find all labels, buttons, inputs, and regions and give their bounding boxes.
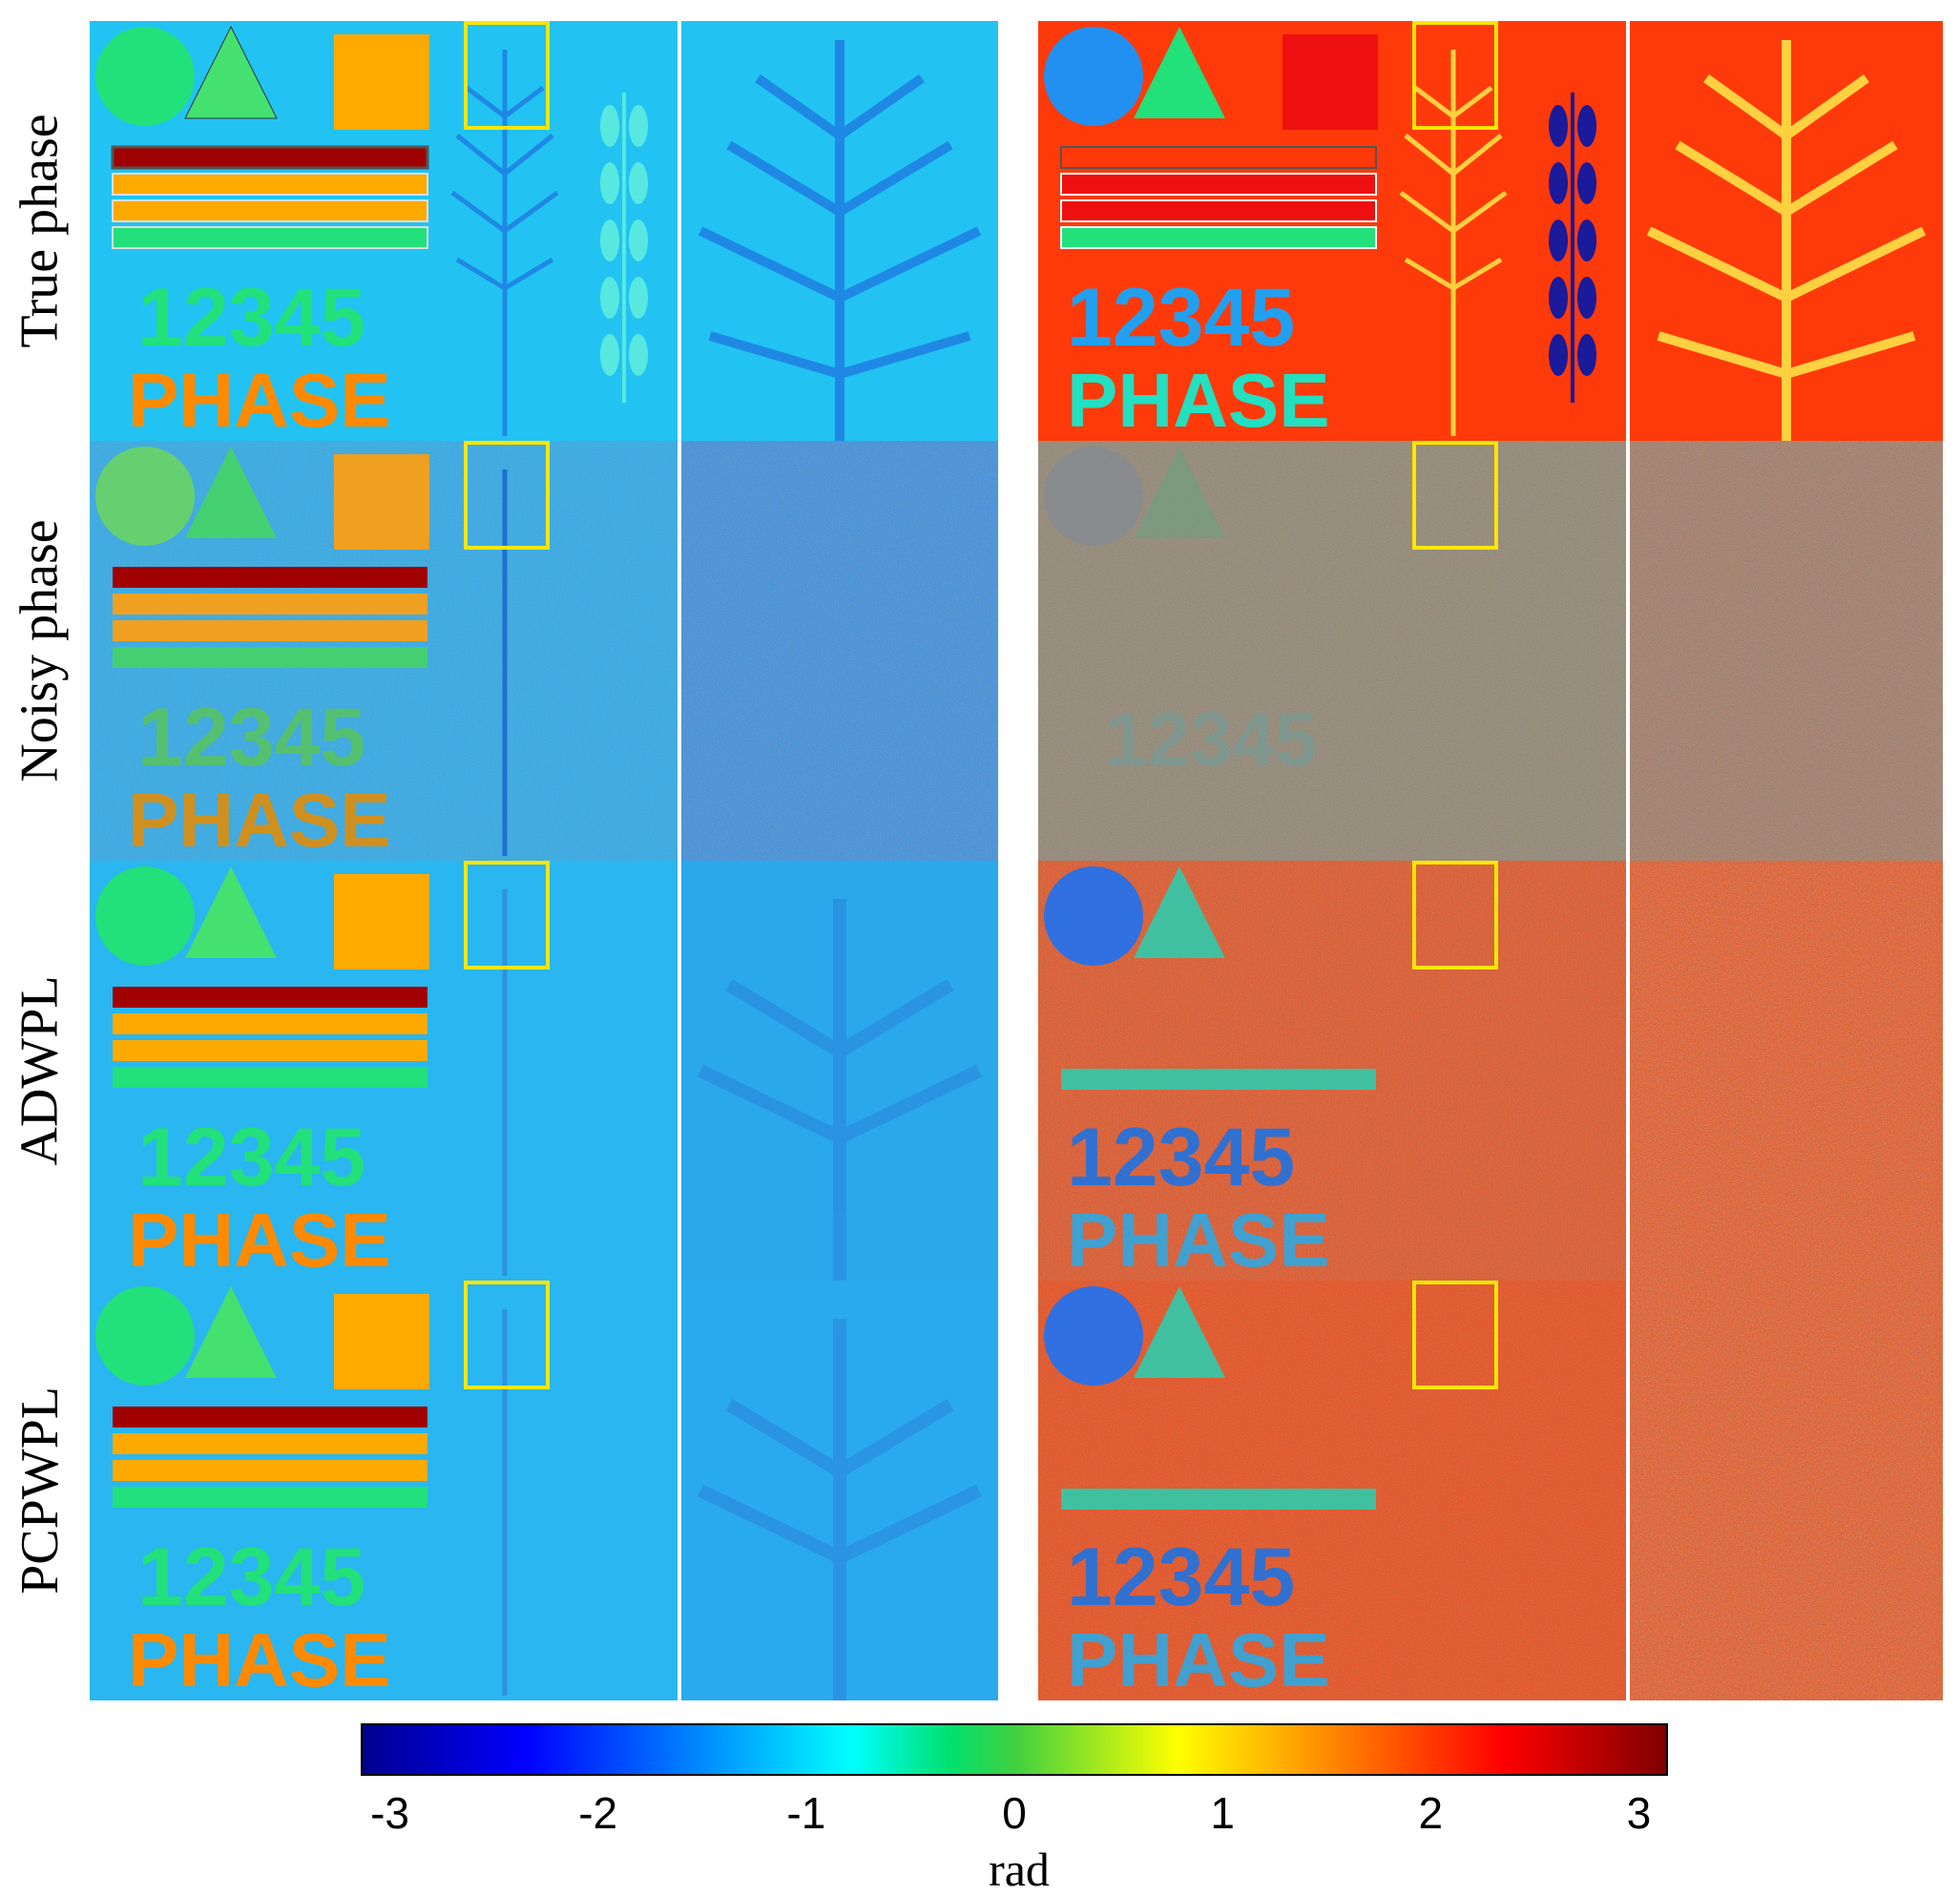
svg-text:12345: 12345 bbox=[137, 1532, 365, 1623]
colorbar-tick-neg3: -3 bbox=[370, 1788, 409, 1838]
row-label-noisy-phase: Noisy phase bbox=[10, 519, 71, 782]
noisy-phase-left-image: 12345 PHASE bbox=[90, 441, 678, 861]
colorbar-tick-1: 1 bbox=[1210, 1788, 1235, 1838]
svg-text:PHASE: PHASE bbox=[1067, 358, 1330, 441]
colorbar-tick-2: 2 bbox=[1418, 1788, 1444, 1838]
colorbar-tick-3: 3 bbox=[1626, 1788, 1652, 1838]
word-text: PHASE bbox=[128, 358, 391, 441]
pcpwpl-right-image: 12345 PHASE bbox=[1038, 1281, 1626, 1700]
true-phase-left-image: 12345 PHASE bbox=[90, 21, 678, 441]
pcpwpl-left-image: 12345 PHASE bbox=[90, 1281, 678, 1700]
row-label-pcpwpl: PCPWPL bbox=[10, 1386, 71, 1595]
adwpl-right-image: 12345 PHASE bbox=[1038, 861, 1626, 1281]
adwpl-left-image: 12345 PHASE bbox=[90, 861, 678, 1281]
true-phase-right-zoom bbox=[1630, 21, 1943, 441]
true-phase-right-image: 12345 PHASE bbox=[1038, 21, 1626, 441]
pcpwpl-right-zoom bbox=[1630, 1281, 1943, 1700]
pcpwpl-left-zoom bbox=[681, 1281, 998, 1700]
svg-text:PHASE: PHASE bbox=[128, 1198, 391, 1281]
tree-shape bbox=[450, 50, 559, 436]
colorbar-tick-neg2: -2 bbox=[578, 1788, 618, 1838]
svg-text:PHASE: PHASE bbox=[128, 1617, 391, 1700]
svg-text:PHASE: PHASE bbox=[1067, 1617, 1330, 1700]
colorbar-tick-neg1: -1 bbox=[786, 1788, 826, 1838]
noisy-phase-right-zoom bbox=[1630, 441, 1943, 861]
brick-pattern bbox=[111, 145, 429, 249]
svg-text:12345: 12345 bbox=[1105, 697, 1317, 782]
adwpl-right-zoom bbox=[1630, 861, 1943, 1281]
row-label-true-phase: True phase bbox=[10, 114, 70, 348]
digits-text: 12345 bbox=[137, 272, 365, 364]
colorbar-label: rad bbox=[989, 1843, 1050, 1896]
colorbar bbox=[361, 1723, 1668, 1776]
true-phase-left-zoom bbox=[681, 21, 998, 441]
svg-text:12345: 12345 bbox=[1067, 1532, 1295, 1623]
noisy-phase-right-image: 12345 bbox=[1038, 441, 1626, 861]
svg-text:PHASE: PHASE bbox=[1067, 1198, 1330, 1281]
highlight-box bbox=[464, 21, 550, 130]
colorbar-tick-0: 0 bbox=[1002, 1788, 1027, 1838]
adwpl-left-zoom bbox=[681, 861, 998, 1281]
svg-text:12345: 12345 bbox=[137, 1112, 365, 1203]
svg-text:PHASE: PHASE bbox=[128, 778, 391, 861]
row-label-adwpl: ADWPL bbox=[10, 975, 70, 1166]
svg-text:12345: 12345 bbox=[1067, 1112, 1295, 1203]
svg-text:12345: 12345 bbox=[1067, 272, 1295, 364]
noisy-phase-left-zoom bbox=[681, 441, 998, 861]
svg-text:12345: 12345 bbox=[137, 692, 365, 783]
leaf-shape bbox=[600, 93, 648, 403]
